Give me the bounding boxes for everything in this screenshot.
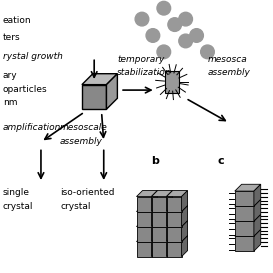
Text: crystal: crystal [60,202,91,211]
Polygon shape [152,221,158,242]
Polygon shape [152,197,167,212]
Polygon shape [235,184,261,191]
Polygon shape [167,191,173,212]
Polygon shape [182,221,188,242]
Polygon shape [152,242,167,257]
Polygon shape [167,236,188,242]
Polygon shape [152,236,158,257]
Circle shape [135,12,149,26]
Polygon shape [254,229,261,251]
Text: rystal growth: rystal growth [3,52,63,61]
Polygon shape [82,74,117,85]
Circle shape [190,29,203,42]
Polygon shape [82,85,106,109]
Text: mesoscale: mesoscale [60,123,108,132]
Polygon shape [235,229,261,236]
Text: nm: nm [3,98,17,107]
Polygon shape [167,206,173,227]
Text: ary: ary [3,71,17,80]
Polygon shape [152,206,173,212]
Polygon shape [182,236,188,257]
Polygon shape [235,206,254,221]
Polygon shape [167,197,182,212]
Polygon shape [136,242,152,257]
Polygon shape [235,221,254,236]
Text: assembly: assembly [60,136,103,146]
Text: stabilization: stabilization [117,68,172,77]
Polygon shape [136,197,152,212]
Polygon shape [167,221,188,227]
Polygon shape [152,191,158,212]
Text: mesosca: mesosca [207,55,247,64]
Polygon shape [106,74,117,109]
Text: eation: eation [3,16,31,25]
Polygon shape [254,184,261,206]
Circle shape [179,34,192,48]
Text: single: single [3,188,30,197]
Text: c: c [217,156,224,166]
Polygon shape [136,212,152,227]
Polygon shape [136,191,158,197]
Polygon shape [167,227,182,242]
Polygon shape [182,191,188,212]
Polygon shape [235,214,261,221]
Polygon shape [167,206,188,212]
Polygon shape [167,242,182,257]
Polygon shape [152,212,167,227]
Polygon shape [136,206,158,212]
Polygon shape [167,236,173,257]
Polygon shape [235,199,261,206]
Polygon shape [235,191,254,206]
Polygon shape [167,212,182,227]
Text: iso-oriented: iso-oriented [60,188,115,197]
Text: ters: ters [3,33,20,42]
Polygon shape [182,206,188,227]
Polygon shape [152,236,173,242]
Polygon shape [167,191,188,197]
Polygon shape [152,191,173,197]
Polygon shape [136,221,158,227]
Polygon shape [165,71,179,93]
Polygon shape [167,221,173,242]
Polygon shape [152,221,173,227]
Polygon shape [152,206,158,227]
Text: oparticles: oparticles [3,85,47,94]
Text: assembly: assembly [207,68,250,77]
Polygon shape [136,236,158,242]
Polygon shape [254,199,261,221]
Polygon shape [254,214,261,236]
Polygon shape [152,227,167,242]
Text: temporary: temporary [117,55,165,64]
Circle shape [201,45,214,59]
Text: amplification: amplification [3,123,61,132]
Text: b: b [152,156,159,166]
Polygon shape [136,227,152,242]
Circle shape [146,29,160,42]
Circle shape [157,1,171,15]
Polygon shape [235,236,254,251]
Circle shape [168,18,182,31]
Circle shape [179,12,192,26]
Circle shape [157,45,171,59]
Text: crystal: crystal [3,202,33,211]
